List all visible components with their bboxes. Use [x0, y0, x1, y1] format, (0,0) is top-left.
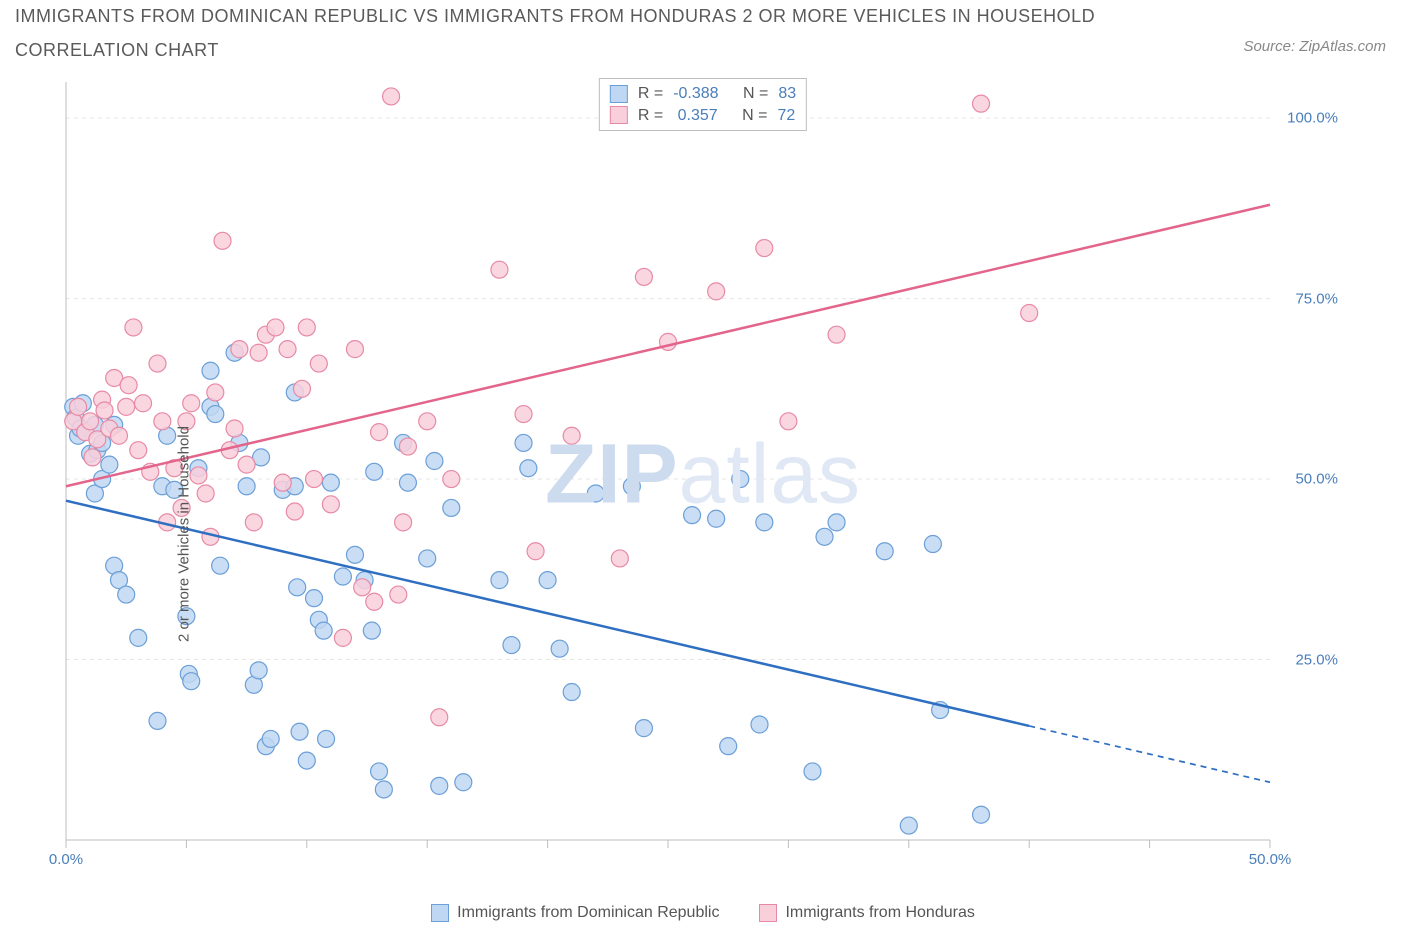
legend-item: Immigrants from Honduras — [759, 904, 974, 922]
y-axis-label: 2 or more Vehicles in Household — [175, 426, 192, 642]
chart-area: ZIPatlas 2 or more Vehicles in Household… — [58, 74, 1348, 874]
legend-stats-row: R = 0.357 N = 72 — [610, 105, 796, 127]
legend-label: Immigrants from Dominican Republic — [457, 904, 719, 922]
correlation-scatter-chart — [58, 74, 1348, 874]
stat-n-value: 72 — [777, 105, 795, 127]
x-tick-label: 0.0% — [49, 851, 83, 868]
legend-item: Immigrants from Dominican Republic — [431, 904, 719, 922]
stat-r-value: -0.388 — [673, 83, 718, 105]
chart-subtitle: CORRELATION CHART — [15, 40, 219, 61]
stat-n-value: 83 — [778, 83, 796, 105]
series-swatch — [610, 106, 628, 124]
y-tick-label: 50.0% — [1295, 471, 1338, 488]
series-swatch — [431, 904, 449, 922]
legend-stats-box: R = -0.388 N = 83 R = 0.357 N = 72 — [599, 78, 807, 131]
y-tick-label: 100.0% — [1287, 110, 1338, 127]
stat-r-value: 0.357 — [673, 105, 718, 127]
source-attribution: Source: ZipAtlas.com — [1243, 38, 1386, 55]
legend-stats-row: R = -0.388 N = 83 — [610, 83, 796, 105]
y-tick-label: 75.0% — [1295, 290, 1338, 307]
x-tick-label: 50.0% — [1249, 851, 1292, 868]
stat-n-label: N = — [743, 83, 768, 105]
series-swatch — [610, 85, 628, 103]
stat-r-label: R = — [638, 105, 663, 127]
series-swatch — [759, 904, 777, 922]
stat-r-label: R = — [638, 83, 663, 105]
chart-title: IMMIGRANTS FROM DOMINICAN REPUBLIC VS IM… — [15, 6, 1095, 27]
legend-label: Immigrants from Honduras — [785, 904, 974, 922]
legend-bottom: Immigrants from Dominican Republic Immig… — [0, 904, 1406, 922]
stat-n-label: N = — [742, 105, 767, 127]
y-tick-label: 25.0% — [1295, 651, 1338, 668]
